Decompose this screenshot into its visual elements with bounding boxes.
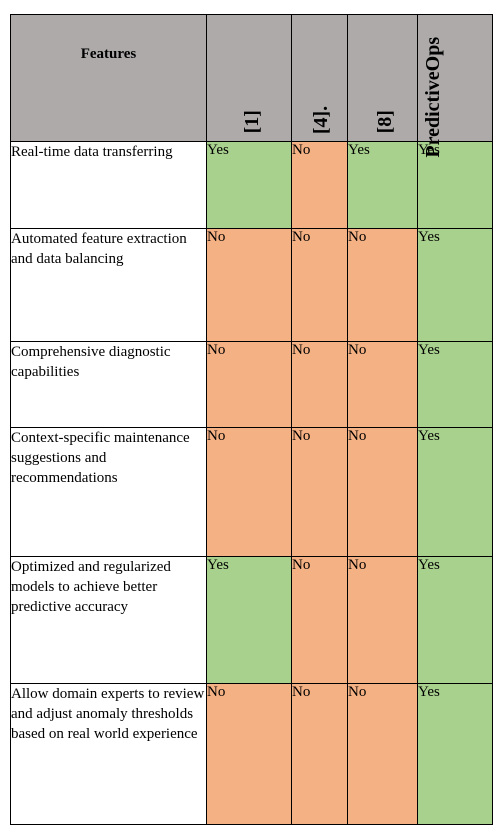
value-cell: No: [206, 341, 292, 428]
value-cell: No: [291, 341, 348, 428]
header-ref-1: [1]: [206, 14, 292, 142]
table-row: Context-specific maintenance suggestions…: [10, 427, 493, 557]
table-row: Comprehensive diagnostic capabilities No N…: [10, 341, 493, 428]
header-predictiveops: PredictiveOps: [417, 14, 493, 157]
value-cell: No: [291, 427, 348, 557]
feature-cell: Optimized and regularized models to achi…: [10, 556, 207, 684]
value-cell: No: [347, 556, 418, 684]
value-cell: Yes: [417, 683, 493, 825]
feature-cell: Context-specific maintenance suggestions…: [10, 427, 207, 557]
header-row: Features [1] [4]. [8] PredictiveOps: [10, 14, 493, 157]
value-cell: Yes: [417, 228, 493, 342]
feature-cell: Real-time data transferring: [10, 141, 207, 229]
comparison-table: Features [1] [4]. [8] PredictiveOps Real…: [10, 14, 493, 825]
feature-cell: Comprehensive diagnostic capabilities: [10, 341, 207, 428]
feature-cell: Automated feature extraction and data ba…: [10, 228, 207, 342]
value-cell: Yes: [417, 556, 493, 684]
value-cell: Yes: [417, 341, 493, 428]
table-row: Allow domain experts to review and adjus…: [10, 683, 493, 825]
value-cell: No: [206, 427, 292, 557]
value-cell: No: [347, 341, 418, 428]
header-features: Features: [10, 14, 207, 142]
value-cell: No: [291, 141, 348, 229]
header-ref-4: [4].: [291, 14, 348, 142]
value-cell: Yes: [417, 141, 493, 229]
feature-cell: Allow domain experts to review and adjus…: [10, 683, 207, 825]
value-cell: No: [291, 556, 348, 684]
header-ref-8: [8]: [347, 14, 418, 142]
table-row: Optimized and regularized models to achi…: [10, 556, 493, 684]
value-cell: No: [206, 228, 292, 342]
value-cell: No: [291, 228, 348, 342]
value-cell: No: [206, 683, 292, 825]
value-cell: Yes: [206, 556, 292, 684]
value-cell: No: [347, 228, 418, 342]
table-row: Automated feature extraction and data ba…: [10, 228, 493, 342]
value-cell: Yes: [206, 141, 292, 229]
value-cell: No: [291, 683, 348, 825]
value-cell: Yes: [347, 141, 418, 229]
value-cell: Yes: [417, 427, 493, 557]
table-row: Real-time data transferring Yes No Yes Yes: [10, 141, 493, 229]
value-cell: No: [347, 427, 418, 557]
value-cell: No: [347, 683, 418, 825]
